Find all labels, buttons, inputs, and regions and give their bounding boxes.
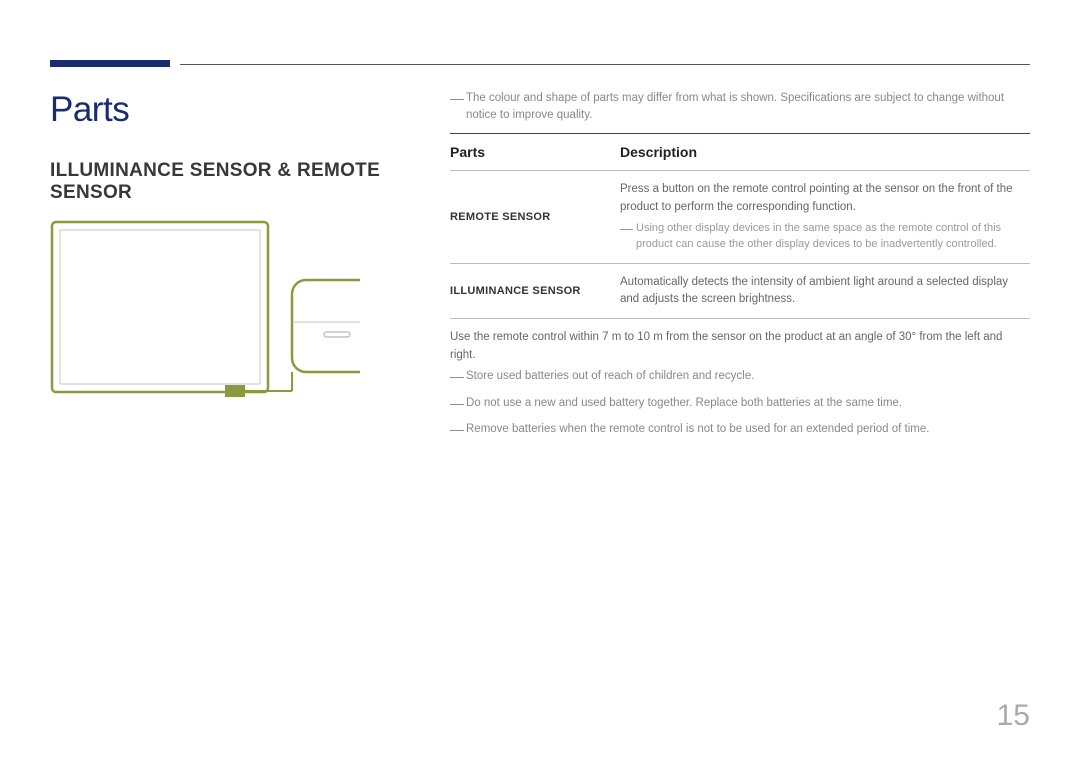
parts-table: Parts Description REMOTE SENSOR Press a … bbox=[450, 133, 1030, 319]
body: Parts ILLUMINANCE SENSOR & REMOTE SENSOR bbox=[50, 90, 1030, 703]
desc-text: Press a button on the remote control poi… bbox=[620, 183, 1013, 212]
dash-icon bbox=[450, 91, 466, 124]
page: Parts ILLUMINANCE SENSOR & REMOTE SENSOR bbox=[0, 0, 1080, 763]
inner-note: Using other display devices in the same … bbox=[620, 220, 1020, 253]
part-desc-cell: Automatically detects the intensity of a… bbox=[620, 263, 1030, 319]
dash-icon bbox=[450, 369, 466, 386]
bottom-note-text: Do not use a new and used battery togeth… bbox=[466, 395, 1030, 412]
table-header-parts: Parts bbox=[450, 134, 620, 171]
desc-text: Automatically detects the intensity of a… bbox=[620, 276, 1008, 305]
section-subtitle: ILLUMINANCE SENSOR & REMOTE SENSOR bbox=[50, 160, 450, 204]
table-row: ILLUMINANCE SENSOR Automatically detects… bbox=[450, 263, 1030, 319]
page-number: 15 bbox=[997, 699, 1030, 733]
top-rule bbox=[180, 64, 1030, 65]
sensor-diagram bbox=[50, 220, 360, 400]
part-name-cell: ILLUMINANCE SENSOR bbox=[450, 263, 620, 319]
inner-note-text: Using other display devices in the same … bbox=[636, 220, 1020, 253]
dash-icon bbox=[450, 396, 466, 413]
top-note: The colour and shape of parts may differ… bbox=[450, 90, 1030, 123]
part-name-cell: REMOTE SENSOR bbox=[450, 171, 620, 264]
right-column: The colour and shape of parts may differ… bbox=[450, 90, 1030, 703]
dash-icon bbox=[620, 222, 636, 255]
bottom-note-text: Remove batteries when the remote control… bbox=[466, 421, 1030, 438]
page-title: Parts bbox=[50, 90, 450, 130]
dash-icon bbox=[450, 422, 466, 439]
bottom-note-text: Store used batteries out of reach of chi… bbox=[466, 368, 1030, 385]
table-header-desc: Description bbox=[620, 134, 1030, 171]
bottom-note: Do not use a new and used battery togeth… bbox=[450, 395, 1030, 412]
accent-bar bbox=[50, 60, 170, 67]
bottom-note: Store used batteries out of reach of chi… bbox=[450, 368, 1030, 385]
left-column: Parts ILLUMINANCE SENSOR & REMOTE SENSOR bbox=[50, 90, 450, 703]
table-row: REMOTE SENSOR Press a button on the remo… bbox=[450, 171, 1030, 264]
part-desc-cell: Press a button on the remote control poi… bbox=[620, 171, 1030, 264]
top-note-text: The colour and shape of parts may differ… bbox=[466, 90, 1030, 123]
bottom-note: Remove batteries when the remote control… bbox=[450, 421, 1030, 438]
usage-note: Use the remote control within 7 m to 10 … bbox=[450, 329, 1030, 364]
